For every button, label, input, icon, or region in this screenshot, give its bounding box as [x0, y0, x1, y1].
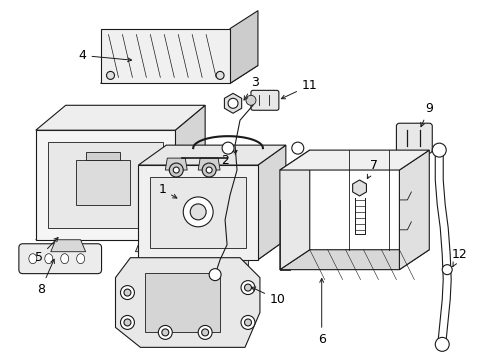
Polygon shape	[258, 145, 285, 260]
Circle shape	[106, 71, 114, 80]
Polygon shape	[138, 165, 258, 260]
Circle shape	[245, 95, 255, 105]
Circle shape	[124, 319, 131, 326]
Polygon shape	[85, 152, 120, 160]
Circle shape	[434, 337, 448, 351]
Circle shape	[241, 280, 254, 294]
Ellipse shape	[29, 254, 37, 264]
Text: 8: 8	[37, 259, 54, 296]
Polygon shape	[279, 250, 428, 270]
Polygon shape	[115, 258, 260, 347]
Ellipse shape	[77, 254, 84, 264]
Polygon shape	[135, 240, 170, 252]
Circle shape	[216, 71, 224, 80]
Circle shape	[244, 284, 251, 291]
Circle shape	[201, 329, 208, 336]
Text: 7: 7	[366, 158, 378, 179]
Polygon shape	[198, 158, 220, 170]
Polygon shape	[279, 150, 428, 170]
Polygon shape	[138, 145, 285, 165]
Circle shape	[222, 142, 234, 154]
Circle shape	[169, 163, 183, 177]
FancyBboxPatch shape	[250, 90, 278, 110]
Polygon shape	[279, 150, 309, 270]
Polygon shape	[165, 158, 187, 170]
Circle shape	[206, 167, 212, 173]
Polygon shape	[48, 142, 163, 228]
Text: 10: 10	[251, 287, 285, 306]
Polygon shape	[150, 177, 245, 248]
Polygon shape	[101, 66, 258, 84]
Circle shape	[291, 142, 303, 154]
Text: 5: 5	[35, 238, 58, 264]
Polygon shape	[224, 93, 241, 113]
Polygon shape	[36, 215, 205, 240]
Text: 6: 6	[317, 279, 325, 346]
Ellipse shape	[61, 254, 68, 264]
Text: 11: 11	[281, 79, 317, 99]
Polygon shape	[145, 273, 220, 332]
Circle shape	[244, 319, 251, 326]
Circle shape	[158, 325, 172, 339]
Circle shape	[183, 197, 213, 227]
Polygon shape	[227, 260, 247, 270]
Circle shape	[190, 204, 206, 220]
Polygon shape	[175, 105, 205, 240]
Ellipse shape	[45, 254, 53, 264]
FancyBboxPatch shape	[396, 123, 431, 153]
Polygon shape	[167, 175, 175, 195]
FancyBboxPatch shape	[19, 244, 102, 274]
Polygon shape	[153, 260, 173, 270]
Circle shape	[431, 143, 446, 157]
Text: 9: 9	[420, 102, 432, 127]
Circle shape	[241, 315, 254, 329]
Circle shape	[173, 167, 179, 173]
Text: 1: 1	[158, 184, 177, 198]
Circle shape	[124, 289, 131, 296]
Circle shape	[120, 285, 134, 300]
Circle shape	[227, 98, 238, 108]
Circle shape	[162, 329, 168, 336]
Text: 3: 3	[244, 76, 258, 100]
Text: 12: 12	[450, 248, 466, 267]
Polygon shape	[399, 150, 428, 270]
Text: 2: 2	[221, 150, 237, 167]
Polygon shape	[36, 130, 175, 240]
Polygon shape	[138, 240, 285, 260]
Circle shape	[120, 315, 134, 329]
Polygon shape	[229, 11, 258, 84]
Circle shape	[198, 325, 212, 339]
Polygon shape	[76, 160, 130, 205]
Circle shape	[209, 269, 221, 280]
Polygon shape	[352, 180, 366, 196]
Circle shape	[441, 265, 451, 275]
Polygon shape	[36, 105, 205, 130]
Circle shape	[202, 163, 216, 177]
Text: 4: 4	[79, 49, 131, 62]
Polygon shape	[101, 28, 229, 84]
Polygon shape	[51, 240, 85, 252]
